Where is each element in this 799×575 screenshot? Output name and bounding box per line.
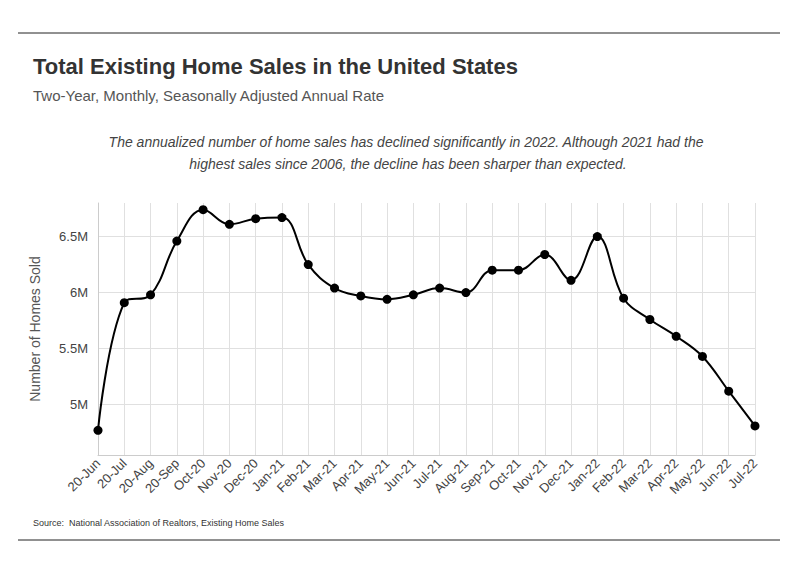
- svg-text:Nov-20: Nov-20: [194, 455, 235, 496]
- svg-text:Jun-21: Jun-21: [380, 456, 419, 495]
- svg-text:Feb-21: Feb-21: [273, 455, 314, 496]
- svg-text:Source: National Association: Source: National Association of Realtors…: [33, 518, 285, 528]
- svg-text:5M: 5M: [70, 397, 88, 412]
- svg-text:20-Jun: 20-Jun: [65, 456, 104, 495]
- svg-text:Feb-22: Feb-22: [589, 455, 629, 496]
- svg-text:Aug-21: Aug-21: [431, 455, 472, 496]
- svg-text:The annualized number of home: The annualized number of home sales has …: [109, 134, 708, 150]
- svg-text:Number of Homes Sold: Number of Homes Sold: [27, 256, 43, 402]
- svg-text:Jul-21: Jul-21: [409, 455, 445, 492]
- svg-text:Oct-20: Oct-20: [170, 455, 209, 494]
- svg-text:6M: 6M: [70, 285, 88, 300]
- svg-text:20-Sep: 20-Sep: [141, 455, 183, 496]
- svg-text:6.5M: 6.5M: [59, 229, 88, 244]
- svg-text:highest sales since 2006, the: highest sales since 2006, the decline ha…: [189, 156, 626, 172]
- svg-text:20-Aug: 20-Aug: [115, 455, 156, 496]
- svg-text:Jul-22: Jul-22: [725, 456, 761, 492]
- svg-text:Mar-22: Mar-22: [615, 455, 656, 496]
- svg-text:Dec-20: Dec-20: [220, 455, 261, 496]
- svg-text:May-22: May-22: [666, 455, 708, 497]
- svg-text:Apr-21: Apr-21: [327, 455, 367, 494]
- svg-text:Apr-22: Apr-22: [643, 455, 682, 494]
- svg-text:Dec-21: Dec-21: [536, 455, 577, 496]
- svg-text:Sep-21: Sep-21: [457, 455, 498, 496]
- svg-text:Two-Year, Monthly, Seasonally: Two-Year, Monthly, Seasonally Adjusted A…: [33, 87, 384, 104]
- svg-text:Jun-22: Jun-22: [695, 456, 734, 495]
- svg-text:Nov-21: Nov-21: [509, 455, 551, 496]
- svg-text:Total Existing Home Sales in t: Total Existing Home Sales in the United …: [33, 54, 518, 79]
- svg-text:May-21: May-21: [351, 455, 393, 497]
- svg-text:5.5M: 5.5M: [59, 341, 88, 356]
- svg-text:Oct-21: Oct-21: [485, 455, 524, 494]
- svg-text:20-Jul: 20-Jul: [94, 455, 130, 492]
- svg-text:Jan-22: Jan-22: [563, 455, 603, 495]
- svg-text:Jan-21: Jan-21: [248, 455, 288, 495]
- svg-text:Mar-21: Mar-21: [300, 455, 340, 496]
